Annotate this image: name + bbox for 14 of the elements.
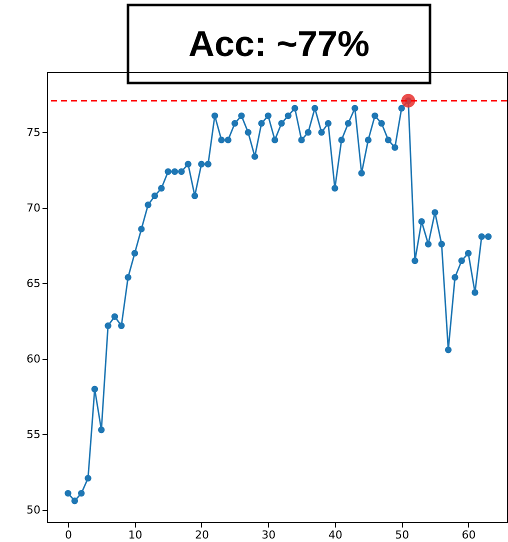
x-tick-label: 50 — [395, 528, 410, 542]
y-tick-label: 70 — [26, 201, 40, 214]
y-tick-label: 75 — [26, 126, 40, 139]
x-tick-label: 0 — [65, 528, 72, 542]
x-tick-label: 40 — [328, 528, 342, 542]
y-tick-label: 50 — [26, 503, 40, 516]
y-tick-label: 55 — [26, 428, 40, 441]
x-tick-label: 10 — [128, 528, 142, 542]
y-tick-label: 65 — [26, 276, 40, 290]
chart-title: Acc: ~77% — [188, 23, 370, 64]
y-tick-label: 60 — [26, 352, 40, 366]
x-tick-label: 60 — [462, 528, 476, 542]
x-tick-label: 30 — [262, 528, 276, 542]
x-tick-label: 20 — [194, 528, 209, 542]
